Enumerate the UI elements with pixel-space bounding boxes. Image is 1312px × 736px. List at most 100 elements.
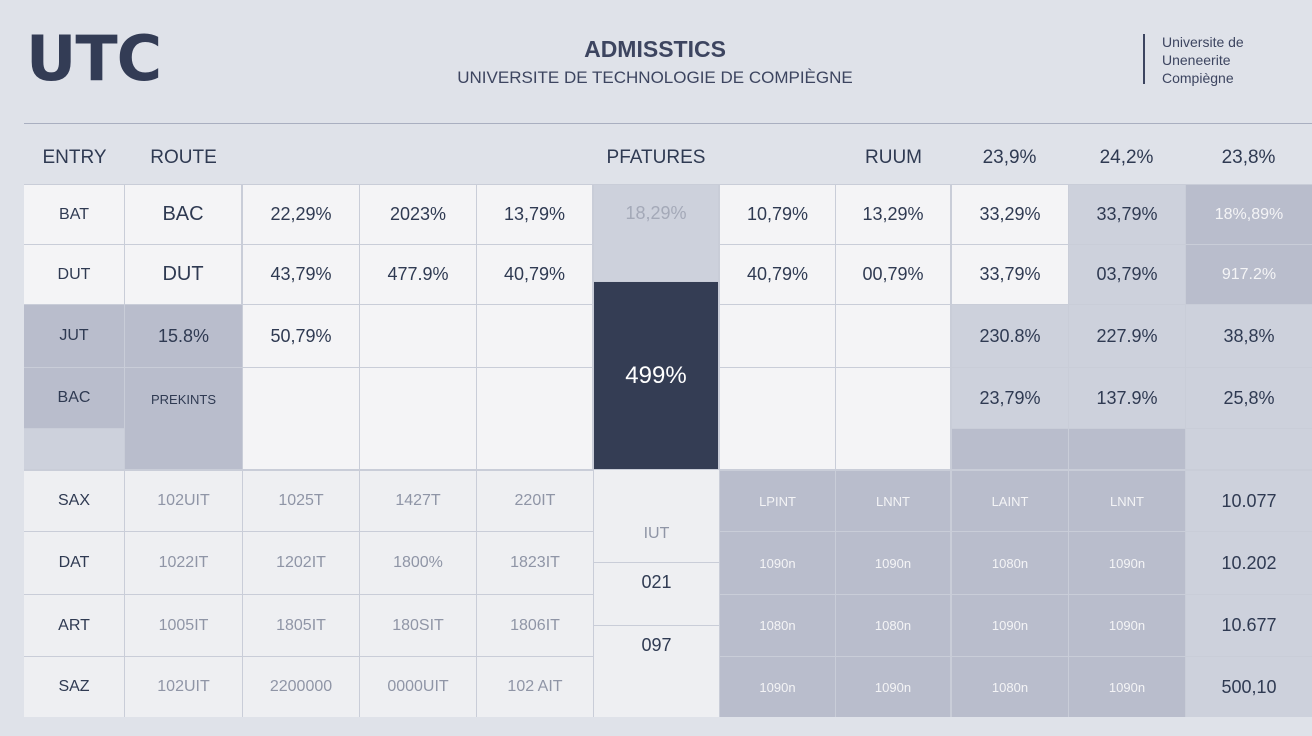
table-cell: 40,79% bbox=[477, 245, 592, 304]
table-cell: 1800% bbox=[360, 532, 476, 594]
utc-logo: UTC bbox=[26, 22, 162, 95]
table-cell: 15.8% bbox=[125, 305, 242, 367]
table-cell: 1080n bbox=[952, 532, 1068, 594]
table-cell: DUT bbox=[125, 245, 241, 304]
table-cell: 43,79% bbox=[243, 245, 359, 304]
table-cell: 1005IT bbox=[125, 595, 242, 656]
university-name: Universite de Uneneerite Compiègne bbox=[1162, 33, 1244, 87]
col-header-route: ROUTE bbox=[150, 147, 217, 168]
table-cell bbox=[243, 368, 359, 469]
table-cell: 1806IT bbox=[477, 595, 593, 656]
table-cell bbox=[477, 368, 592, 469]
table-cell: 021 bbox=[594, 562, 719, 602]
table-cell bbox=[836, 305, 950, 367]
table-cell: JUT bbox=[24, 305, 124, 367]
col-header-pct-2: 24,2% bbox=[1099, 147, 1154, 168]
table-cell: 1090n bbox=[720, 532, 835, 594]
table-cell: 1090n bbox=[836, 657, 950, 717]
table-cell: 1090n bbox=[836, 532, 950, 594]
table-cell: 1090n bbox=[1069, 595, 1185, 656]
table-cell: 097 bbox=[594, 625, 719, 665]
table-cell: 137.9% bbox=[1069, 368, 1185, 428]
table-cell: 38,8% bbox=[1186, 305, 1312, 367]
table-cell: 2023% bbox=[360, 185, 476, 244]
table-cell bbox=[720, 368, 835, 469]
page-title: ADMISSTICS bbox=[584, 36, 726, 62]
table-cell: 102 AIT bbox=[477, 657, 593, 717]
table-cell: 1090n bbox=[952, 595, 1068, 656]
table-cell: 227.9% bbox=[1069, 305, 1185, 367]
table-cell: SAX bbox=[24, 471, 124, 531]
table-cell: 1823IT bbox=[477, 532, 593, 594]
table-cell bbox=[1069, 429, 1185, 469]
table-cell: 220IT bbox=[477, 471, 593, 531]
table-cell: 1090n bbox=[1069, 657, 1185, 717]
table-cell bbox=[836, 368, 950, 469]
page-subtitle: UNIVERSITE DE TECHNOLOGIE DE COMPIÈGNE bbox=[457, 68, 853, 87]
table-cell: SAZ bbox=[24, 657, 124, 717]
table-cell: 1080n bbox=[836, 595, 950, 656]
highlight-cell: 499% bbox=[594, 282, 718, 469]
col-header-ruum: RUUM bbox=[865, 147, 922, 168]
divider bbox=[1143, 34, 1145, 84]
table-cell: 25,8% bbox=[1186, 368, 1312, 428]
table-cell: 180SIT bbox=[360, 595, 476, 656]
table-cell: 102UIT bbox=[125, 657, 242, 717]
col-header-entry: ENTRY bbox=[42, 147, 107, 168]
table-cell: DAT bbox=[24, 532, 124, 594]
table-cell: 18%,89% bbox=[1186, 185, 1312, 244]
table-cell: 00,79% bbox=[836, 245, 950, 304]
table-cell: 13,79% bbox=[477, 185, 592, 244]
table-cell: 2200000 bbox=[243, 657, 359, 717]
table-cell: LPINT bbox=[720, 471, 835, 531]
table-cell: 0000UIT bbox=[360, 657, 476, 717]
header-rule bbox=[24, 123, 1312, 124]
table-cell: 1022IT bbox=[125, 532, 242, 594]
table-cell: 33,29% bbox=[952, 185, 1068, 244]
table-cell: 10.202 bbox=[1186, 532, 1312, 594]
table-cell: BAC bbox=[24, 368, 124, 428]
col-header-features: PFATURES bbox=[606, 147, 706, 168]
table-cell: 18,29% bbox=[594, 185, 718, 281]
table-cell: 13,29% bbox=[836, 185, 950, 244]
table-cell: 1090n bbox=[720, 657, 835, 717]
table-cell: 03,79% bbox=[1069, 245, 1185, 304]
table-cell bbox=[360, 305, 476, 367]
table-cell: LNNT bbox=[836, 471, 950, 531]
table-cell bbox=[477, 305, 592, 367]
col-header-pct-3: 23,8% bbox=[1221, 147, 1276, 168]
table-cell: 33,79% bbox=[1069, 185, 1185, 244]
table-cell: BAC bbox=[125, 185, 241, 244]
table-cell: 1080n bbox=[952, 657, 1068, 717]
table-cell: 1427T bbox=[360, 471, 476, 531]
table-cell bbox=[952, 429, 1068, 469]
table-cell: LAINT bbox=[952, 471, 1068, 531]
table-cell: 33,79% bbox=[952, 245, 1068, 304]
table-cell: 917.2% bbox=[1186, 245, 1312, 304]
table-cell bbox=[24, 429, 124, 469]
table-cell: 10.677 bbox=[1186, 595, 1312, 656]
table-cell: 1090n bbox=[1069, 532, 1185, 594]
table-cell: 10,79% bbox=[720, 185, 835, 244]
table-cell: 500,10 bbox=[1186, 657, 1312, 717]
table-cell: BAT bbox=[24, 185, 124, 244]
col-header-pct-1: 23,9% bbox=[982, 147, 1037, 168]
table-cell: 22,29% bbox=[243, 185, 359, 244]
table-cell: 1025T bbox=[243, 471, 359, 531]
table-cell: PREKINTS bbox=[125, 368, 242, 469]
table-cell: 50,79% bbox=[243, 305, 359, 367]
university-line: Universite de bbox=[1162, 34, 1244, 50]
table-cell: 10.077 bbox=[1186, 471, 1312, 531]
university-line: Uneneerite bbox=[1162, 52, 1231, 68]
table-cell: DUT bbox=[24, 245, 124, 304]
table-cell: ART bbox=[24, 595, 124, 656]
table-cell: 230.8% bbox=[952, 305, 1068, 367]
table-cell: LNNT bbox=[1069, 471, 1185, 531]
university-line: Compiègne bbox=[1162, 70, 1234, 86]
table-cell: 1080n bbox=[720, 595, 835, 656]
table-cell: 102UIT bbox=[125, 471, 242, 531]
table-cell: 1202IT bbox=[243, 532, 359, 594]
table-cell: 477.9% bbox=[360, 245, 476, 304]
table-cell: 23,79% bbox=[952, 368, 1068, 428]
table-cell bbox=[360, 368, 476, 469]
